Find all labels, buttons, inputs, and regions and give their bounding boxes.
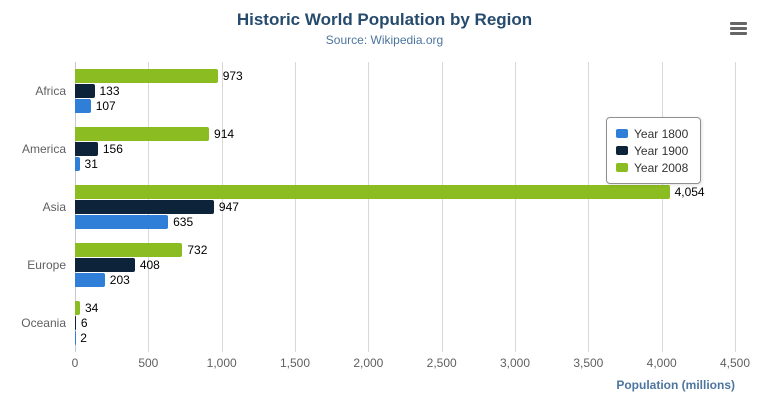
bar-line: 6 — [75, 316, 735, 330]
bar-line: 732 — [75, 243, 735, 257]
bar-group-asia: 4,054 947 635 — [75, 178, 735, 236]
x-axis-title: Population (millions) — [616, 378, 735, 392]
x-tick-label: 2,000 — [353, 356, 384, 370]
bar-line: 133 — [75, 84, 735, 98]
bar-africa-year-1900[interactable] — [75, 84, 95, 98]
bar-line: 914 — [75, 127, 735, 141]
chart-title: Historic World Population by Region — [236, 10, 533, 29]
bar-line: 973 — [75, 69, 735, 83]
gridline — [588, 62, 590, 352]
bar-africa-year-1800[interactable] — [75, 99, 91, 113]
value-label: 914 — [214, 127, 235, 141]
bar-asia-year-1800[interactable] — [75, 215, 169, 229]
value-label: 947 — [218, 200, 239, 214]
bar-line: 947 — [75, 200, 735, 214]
value-label: 203 — [109, 273, 130, 287]
value-label: 732 — [187, 243, 208, 257]
gridline — [661, 62, 663, 352]
bar-line: 34 — [75, 301, 735, 315]
y-axis-category-labels: Africa America Asia Europe Oceania — [0, 62, 70, 352]
legend-item-year-1800[interactable]: Year 1800 — [616, 125, 688, 142]
bar-line: 4,054 — [75, 185, 735, 199]
category-label-america: America — [21, 142, 66, 156]
chart-subtitle: Source: Wikipedia.org — [325, 33, 444, 47]
x-tick-label: 1,000 — [206, 356, 237, 370]
value-label: 156 — [102, 142, 123, 156]
legend-label: Year 1900 — [634, 143, 689, 158]
value-label: 107 — [95, 99, 116, 113]
legend-swatch — [616, 163, 628, 172]
gridline — [441, 62, 443, 352]
value-label: 2 — [80, 331, 87, 345]
gridline — [221, 62, 223, 352]
bar-line: 2 — [75, 331, 735, 345]
bar-line: 31 — [75, 157, 735, 171]
gridline — [295, 62, 296, 352]
category-label-africa: Africa — [35, 84, 66, 98]
bar-group-africa: 973 133 107 — [75, 62, 735, 120]
legend-item-year-1900[interactable]: Year 1900 — [616, 142, 688, 159]
gridline — [735, 62, 736, 352]
legend-item-year-2008[interactable]: Year 2008 — [616, 159, 688, 176]
bar-asia-year-2008[interactable] — [75, 185, 670, 199]
x-tick-label: 4,500 — [719, 356, 751, 370]
x-tick-label: 3,000 — [499, 356, 531, 370]
x-axis-tick-labels: 0 500 1,000 1,500 2,000 2,500 3,000 3,500 4,000 4… — [71, 356, 750, 372]
bar-group-oceania: 34 6 2 — [75, 294, 735, 352]
gridline — [368, 62, 370, 352]
bar-asia-year-1900[interactable] — [75, 200, 214, 214]
x-tick-label: 500 — [138, 356, 159, 370]
gridline — [515, 62, 516, 352]
bar-oceania-year-1900[interactable] — [75, 316, 76, 330]
value-label: 6 — [80, 316, 88, 330]
hamburger-line — [730, 27, 747, 30]
bar-line: 156 — [75, 142, 735, 156]
bar-line: 203 — [75, 273, 735, 287]
bar-america-year-2008[interactable] — [75, 127, 210, 141]
bar-line: 408 — [75, 258, 735, 272]
value-label: 4,054 — [674, 185, 705, 199]
legend-label: Year 1800 — [634, 126, 689, 141]
category-label-asia: Asia — [42, 200, 66, 214]
legend-swatch — [616, 129, 628, 138]
value-label: 408 — [139, 258, 160, 272]
legend: Year 1800 Year 1900 Year 2008 — [606, 117, 702, 184]
x-tick-label: 2,500 — [426, 356, 457, 370]
hamburger-line — [730, 32, 747, 35]
value-label: 34 — [84, 301, 99, 315]
value-label: 973 — [222, 69, 243, 83]
category-label-europe: Europe — [27, 258, 66, 272]
value-label: 635 — [173, 215, 194, 229]
hamburger-line — [730, 22, 747, 25]
bar-group-america: 914 156 31 — [75, 120, 735, 178]
hamburger-icon[interactable] — [730, 22, 747, 35]
bar-oceania-year-2008[interactable] — [75, 301, 80, 315]
legend-swatch — [616, 146, 628, 155]
legend-label: Year 2008 — [634, 160, 689, 175]
x-tick-label: 3,500 — [573, 356, 604, 370]
plot-area: 973 133 107 914 156 31 4,054 947 635 732 408 203 34 6… — [75, 62, 736, 352]
value-label: 133 — [99, 84, 120, 98]
value-label: 31 — [84, 157, 98, 171]
bar-line: 635 — [75, 215, 735, 229]
bar-america-year-1900[interactable] — [75, 142, 98, 156]
x-tick-label: 0 — [71, 356, 79, 370]
bar-america-year-1800[interactable] — [75, 157, 80, 171]
bar-line: 107 — [75, 99, 735, 113]
bar-africa-year-2008[interactable] — [75, 69, 218, 83]
x-tick-label: 4,000 — [646, 356, 677, 370]
bar-europe-year-2008[interactable] — [75, 243, 183, 257]
bar-europe-year-1900[interactable] — [75, 258, 135, 272]
category-label-oceania: Oceania — [21, 316, 66, 330]
x-tick-label: 1,500 — [279, 356, 311, 370]
bar-group-europe: 732 408 203 — [75, 236, 735, 294]
bar-europe-year-1800[interactable] — [75, 273, 105, 287]
